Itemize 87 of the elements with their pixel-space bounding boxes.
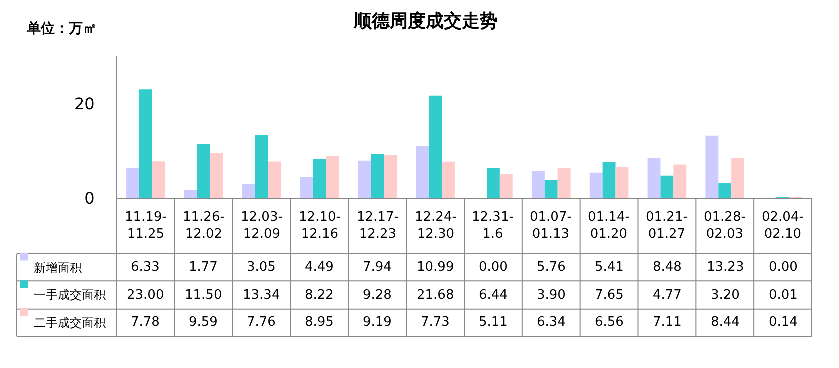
- bar: [126, 168, 140, 198]
- data-label: 7.78: [131, 315, 160, 330]
- data-label: 10.99: [417, 260, 454, 275]
- bar: [674, 164, 687, 198]
- data-label: 5.76: [537, 260, 566, 275]
- data-label: 4.49: [305, 260, 334, 275]
- data-label: 5.11: [479, 315, 508, 330]
- data-label: 23.00: [127, 288, 164, 303]
- data-label: 7.94: [363, 260, 392, 275]
- bar: [486, 168, 500, 198]
- data-label: 8.22: [305, 288, 334, 303]
- x-tick-label: 01.21-01.27: [646, 210, 688, 242]
- chart-title: 顺德周度成交走势: [353, 11, 498, 32]
- x-tick-label: 12.10-12.16: [299, 210, 342, 242]
- legend-label: 二手成交面积: [34, 316, 106, 330]
- bar: [532, 171, 545, 198]
- bar: [300, 177, 314, 198]
- data-label: 9.28: [363, 288, 392, 303]
- data-label: 5.41: [595, 260, 624, 275]
- data-label: 13.34: [243, 288, 280, 303]
- data-label: 3.90: [537, 288, 566, 303]
- bar: [384, 154, 398, 198]
- data-label: 8.44: [711, 315, 740, 330]
- bar: [184, 190, 198, 198]
- bar: [616, 167, 629, 198]
- data-label: 3.20: [711, 288, 740, 303]
- bar: [706, 136, 719, 198]
- bar: [558, 168, 571, 198]
- bar: [255, 135, 268, 198]
- bar: [197, 144, 210, 198]
- bar: [732, 158, 745, 198]
- x-tick-label: 12.03-12.09: [241, 210, 284, 242]
- data-label: 6.44: [479, 288, 508, 303]
- data-label: 9.19: [363, 315, 392, 330]
- data-label: 8.48: [653, 260, 682, 275]
- bar: [442, 162, 455, 198]
- data-label: 0.01: [769, 288, 798, 303]
- bar: [500, 174, 513, 198]
- x-tick-label: 02.04-02.10: [762, 210, 804, 242]
- bar: [371, 154, 384, 198]
- data-label: 7.73: [421, 315, 450, 330]
- x-tick-label: 11.19-11.25: [125, 210, 168, 242]
- bar: [152, 162, 166, 198]
- y-tick-label: 20: [74, 94, 95, 114]
- data-label: 1.77: [189, 260, 218, 275]
- data-label: 8.95: [305, 315, 334, 330]
- x-tick-label: 01.14-01.20: [588, 210, 630, 242]
- data-label: 0.00: [479, 260, 508, 275]
- data-label: 13.23: [707, 260, 744, 275]
- bar: [139, 90, 152, 198]
- bar: [648, 158, 661, 198]
- data-label: 3.05: [247, 260, 276, 275]
- data-label: 4.77: [653, 288, 682, 303]
- bar: [358, 160, 372, 198]
- x-tick-label: 01.28-02.03: [704, 210, 746, 242]
- y-tick-label: 0: [84, 189, 95, 208]
- data-label: 0.00: [769, 260, 798, 275]
- data-label: 6.56: [595, 315, 624, 330]
- bar: [313, 160, 326, 198]
- x-tick-label: 11.26-12.02: [183, 210, 226, 242]
- bar: [326, 156, 340, 198]
- bar: [718, 183, 732, 198]
- data-label: 11.50: [185, 288, 222, 303]
- data-label: 6.33: [131, 260, 160, 275]
- bar: [242, 184, 256, 198]
- data-label: 0.14: [769, 315, 798, 330]
- bar: [590, 172, 603, 198]
- x-tick-label: 12.24-12.30: [415, 210, 458, 242]
- x-tick-label: 12.31-1.6: [472, 210, 514, 242]
- legend-label: 一手成交面积: [34, 288, 106, 302]
- bar: [416, 146, 430, 198]
- x-tick-label: 01.07-01.13: [530, 210, 572, 242]
- bar: [210, 153, 224, 198]
- bar: [602, 162, 616, 198]
- bar: [660, 176, 674, 198]
- x-tick-label: 12.17-12.23: [357, 210, 400, 242]
- bar: [268, 162, 282, 198]
- data-label: 6.34: [537, 315, 566, 330]
- data-label: 7.11: [653, 315, 682, 330]
- data-label: 9.59: [189, 315, 218, 330]
- data-label: 21.68: [417, 288, 454, 303]
- legend-label: 新增面积: [34, 261, 82, 275]
- bar: [544, 180, 558, 198]
- data-label: 7.76: [247, 315, 276, 330]
- text: 单位：万㎡: [26, 21, 97, 37]
- bar: [429, 96, 442, 198]
- data-label: 7.65: [595, 288, 624, 303]
